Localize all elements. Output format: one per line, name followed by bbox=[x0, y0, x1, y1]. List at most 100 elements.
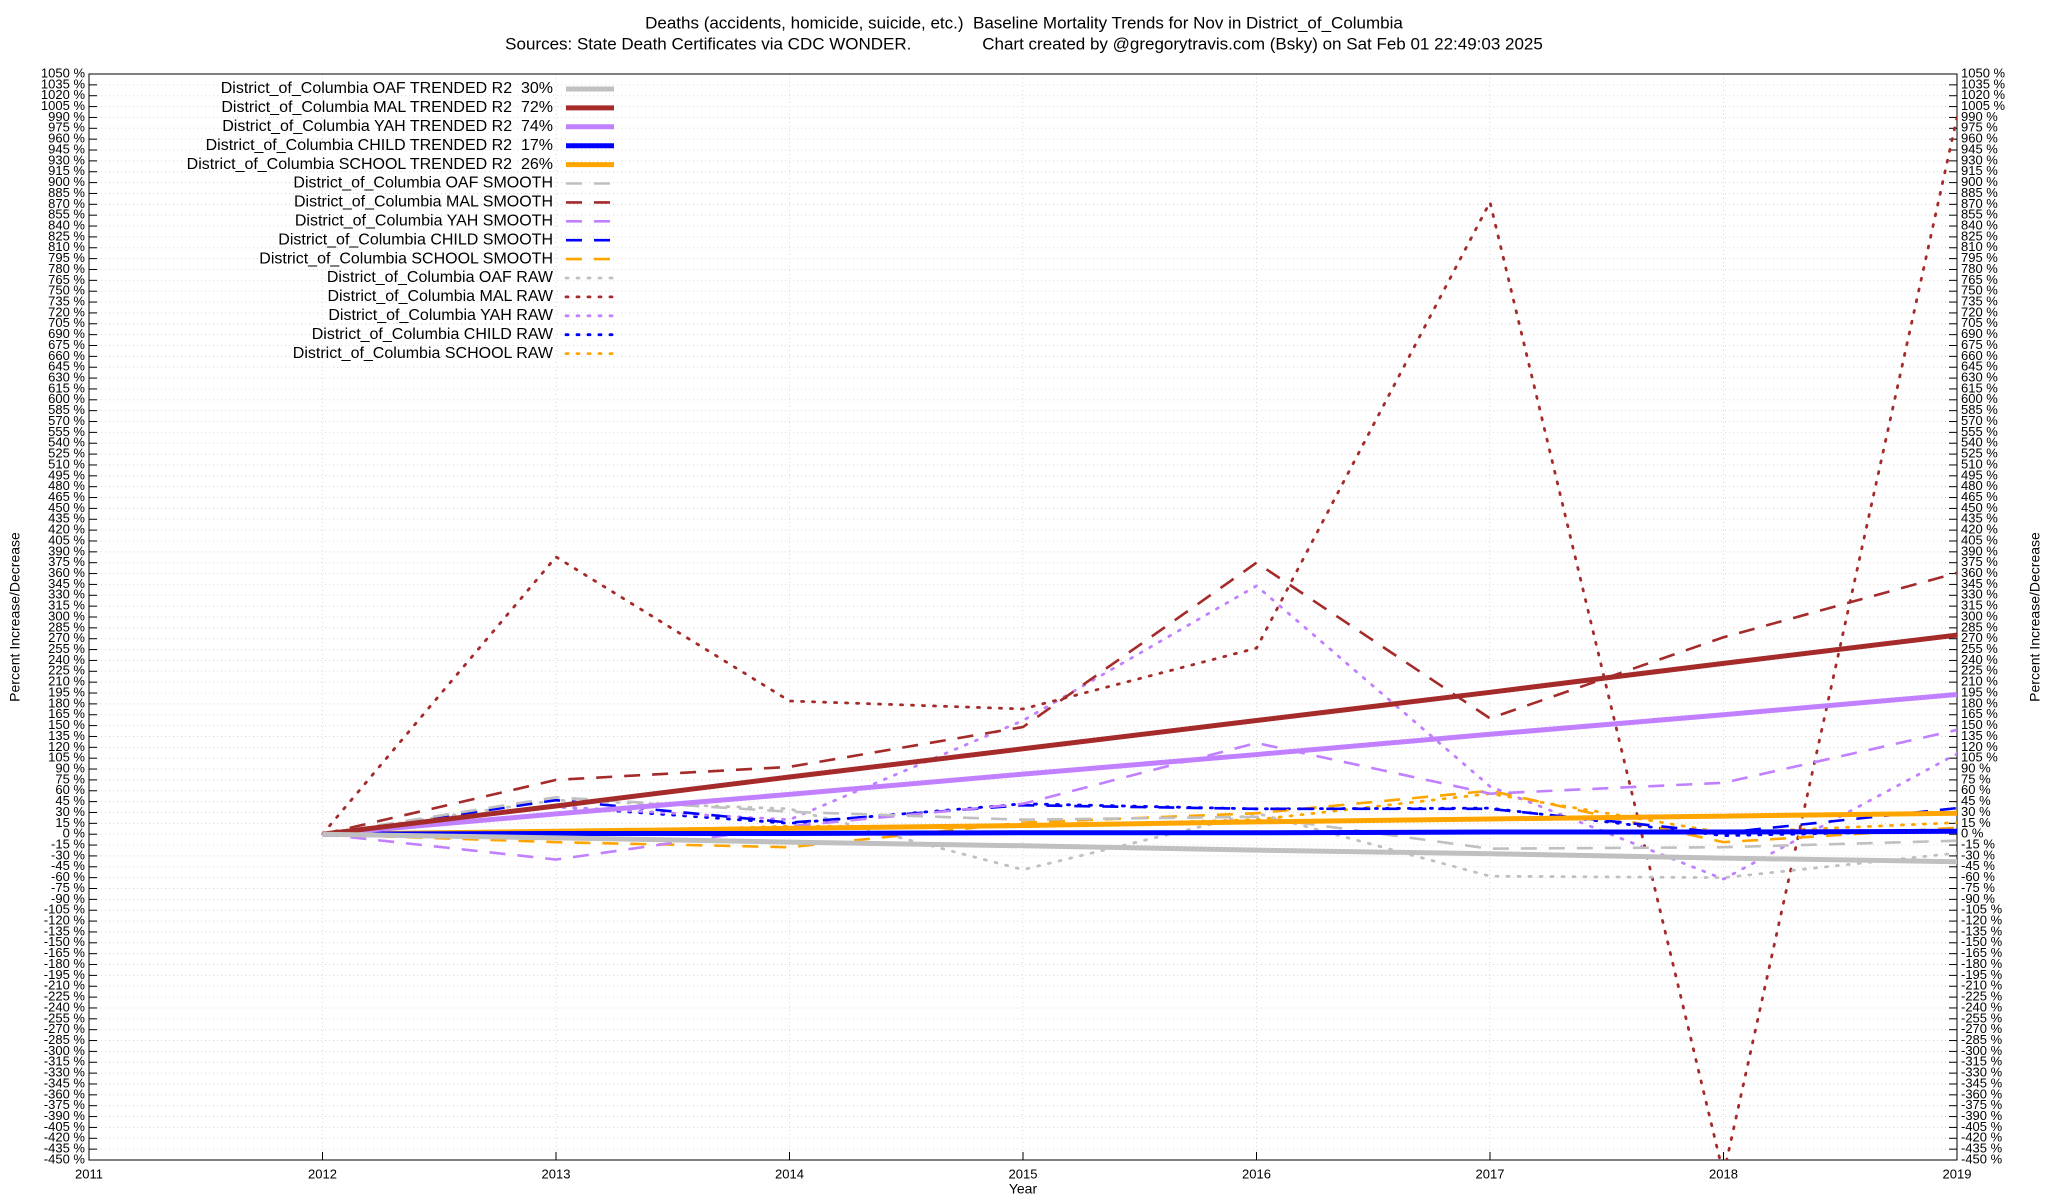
y-tick-label-right: 285 % bbox=[1961, 619, 1998, 634]
y-tick-label: 255 % bbox=[48, 641, 85, 656]
y-tick-label: -345 % bbox=[44, 1075, 86, 1090]
y-tick-label: 1020 % bbox=[41, 87, 86, 102]
plot-area bbox=[321, 116, 1957, 1160]
y-tick-label-right: -420 % bbox=[1961, 1130, 2003, 1145]
y-tick-label-right: 240 % bbox=[1961, 652, 1998, 667]
y-tick-label-right: 630 % bbox=[1961, 370, 1998, 385]
y-tick-label: 660 % bbox=[48, 348, 85, 363]
y-tick-label: 570 % bbox=[48, 413, 85, 428]
y-tick-label: 870 % bbox=[48, 196, 85, 211]
y-tick-label-right: -90 % bbox=[1961, 891, 1995, 906]
y-tick-label: 210 % bbox=[48, 674, 85, 689]
y-tick-label: 120 % bbox=[48, 739, 85, 754]
legend-label: District_of_Columbia YAH RAW bbox=[328, 307, 554, 324]
y-tick-label: -315 % bbox=[44, 1054, 86, 1069]
y-tick-label-right: 945 % bbox=[1961, 141, 1998, 156]
y-tick-label: 975 % bbox=[48, 120, 85, 135]
legend-label: District_of_Columbia CHILD TRENDED R2 17… bbox=[206, 137, 553, 154]
y-tick-label-right: 855 % bbox=[1961, 207, 1998, 222]
y-tick-label-right: 75 % bbox=[1961, 771, 1991, 786]
y-tick-label-right: 225 % bbox=[1961, 663, 1998, 678]
y-tick-label-right: -45 % bbox=[1961, 858, 1995, 873]
y-tick-label-right: 15 % bbox=[1961, 815, 1991, 830]
y-tick-label-right: 930 % bbox=[1961, 152, 1998, 167]
y-tick-label-right: -75 % bbox=[1961, 880, 1995, 895]
y-tick-label: 1005 % bbox=[41, 98, 86, 113]
series-line bbox=[322, 691, 1957, 837]
y-tick-label-right: 495 % bbox=[1961, 467, 1998, 482]
y-tick-label: 930 % bbox=[48, 152, 85, 167]
y-tick-label-right: 1020 % bbox=[1961, 87, 2006, 102]
y-tick-label: -120 % bbox=[44, 913, 86, 928]
y-tick-label-right: 45 % bbox=[1961, 793, 1991, 808]
y-tick-label: 855 % bbox=[48, 207, 85, 222]
y-tick-label-right: 195 % bbox=[1961, 684, 1998, 699]
y-tick-label-right: 0 % bbox=[1961, 826, 1984, 841]
y-tick-label-right: 735 % bbox=[1961, 293, 1998, 308]
series-line bbox=[322, 632, 1957, 837]
y-tick-label-right: -225 % bbox=[1961, 989, 2003, 1004]
y-tick-label: 315 % bbox=[48, 598, 85, 613]
plot-frame bbox=[88, 73, 1958, 1161]
y-tick-label-right: 510 % bbox=[1961, 456, 1998, 471]
y-tick-label: 990 % bbox=[48, 109, 85, 124]
y-tick-label-right: -15 % bbox=[1961, 836, 1995, 851]
y-tick-label: -420 % bbox=[44, 1130, 86, 1145]
x-tick-label: 2015 bbox=[1009, 1166, 1038, 1181]
y-tick-label: -75 % bbox=[51, 880, 85, 895]
y-tick-label: 150 % bbox=[48, 717, 85, 732]
y-tick-label: 630 % bbox=[48, 370, 85, 385]
y-tick-label: 435 % bbox=[48, 511, 85, 526]
y-tick-label-right: 1005 % bbox=[1961, 98, 2006, 113]
y-tick-label: -150 % bbox=[44, 934, 86, 949]
y-tick-label: 225 % bbox=[48, 663, 85, 678]
x-tick-label: 2011 bbox=[75, 1166, 103, 1181]
y-tick-label-right: 1035 % bbox=[1961, 76, 2006, 91]
y-tick-label-right: -405 % bbox=[1961, 1119, 2003, 1134]
y-tick-label-right: -270 % bbox=[1961, 1021, 2003, 1036]
y-tick-label-right: 420 % bbox=[1961, 522, 1998, 537]
y-tick-label-right: -210 % bbox=[1961, 978, 2003, 993]
y-tick-label-right: 150 % bbox=[1961, 717, 1998, 732]
y-tick-label: -360 % bbox=[44, 1086, 86, 1101]
y-tick-label-right: 90 % bbox=[1961, 760, 1991, 775]
y-tick-label: 360 % bbox=[48, 565, 85, 580]
y-tick-label-right: -150 % bbox=[1961, 934, 2003, 949]
y-tick-label-right: 570 % bbox=[1961, 413, 1998, 428]
y-tick-label: -285 % bbox=[44, 1032, 86, 1047]
y-tick-label: 780 % bbox=[48, 261, 85, 276]
y-tick-label-right: 540 % bbox=[1961, 435, 1998, 450]
y-tick-label: 480 % bbox=[48, 478, 85, 493]
y-tick-label: 105 % bbox=[48, 750, 85, 765]
legend-label: District_of_Columbia SCHOOL SMOOTH bbox=[259, 250, 553, 267]
x-tick-label: 2019 bbox=[1943, 1166, 1972, 1181]
y-tick-label-right: -390 % bbox=[1961, 1108, 2003, 1123]
y-tick-label-right: -180 % bbox=[1961, 956, 2003, 971]
y-tick-label: 180 % bbox=[48, 695, 85, 710]
y-tick-label: 615 % bbox=[48, 380, 85, 395]
y-tick-label: 390 % bbox=[48, 543, 85, 558]
legend-label: District_of_Columbia YAH TRENDED R2 74% bbox=[222, 118, 553, 135]
series-line bbox=[321, 116, 1957, 1160]
x-tick-label: 2018 bbox=[1709, 1166, 1738, 1181]
y-tick-label: -135 % bbox=[44, 923, 86, 938]
y-tick-label: 15 % bbox=[55, 815, 85, 830]
x-tick-label: 2014 bbox=[775, 1166, 804, 1181]
y-tick-label: 915 % bbox=[48, 163, 85, 178]
y-tick-label-right: 60 % bbox=[1961, 782, 1991, 797]
y-tick-label: 375 % bbox=[48, 554, 85, 569]
y-tick-label: -105 % bbox=[44, 902, 86, 917]
y-tick-label-right: -255 % bbox=[1961, 1010, 2003, 1025]
legend-label: District_of_Columbia SCHOOL RAW bbox=[293, 345, 554, 362]
y-tick-label: 75 % bbox=[55, 771, 85, 786]
y-tick-label-right: -165 % bbox=[1961, 945, 2003, 960]
y-tick-label-right: 390 % bbox=[1961, 543, 1998, 558]
y-tick-label: 765 % bbox=[48, 272, 85, 287]
y-tick-label: 555 % bbox=[48, 424, 85, 439]
y-tick-label: -450 % bbox=[44, 1151, 86, 1166]
y-tick-label: 840 % bbox=[48, 217, 85, 232]
y-tick-label-right: 885 % bbox=[1961, 185, 1998, 200]
y-tick-label: 510 % bbox=[48, 456, 85, 471]
y-tick-label-right: 480 % bbox=[1961, 478, 1998, 493]
y-tick-label-right: 585 % bbox=[1961, 402, 1998, 417]
